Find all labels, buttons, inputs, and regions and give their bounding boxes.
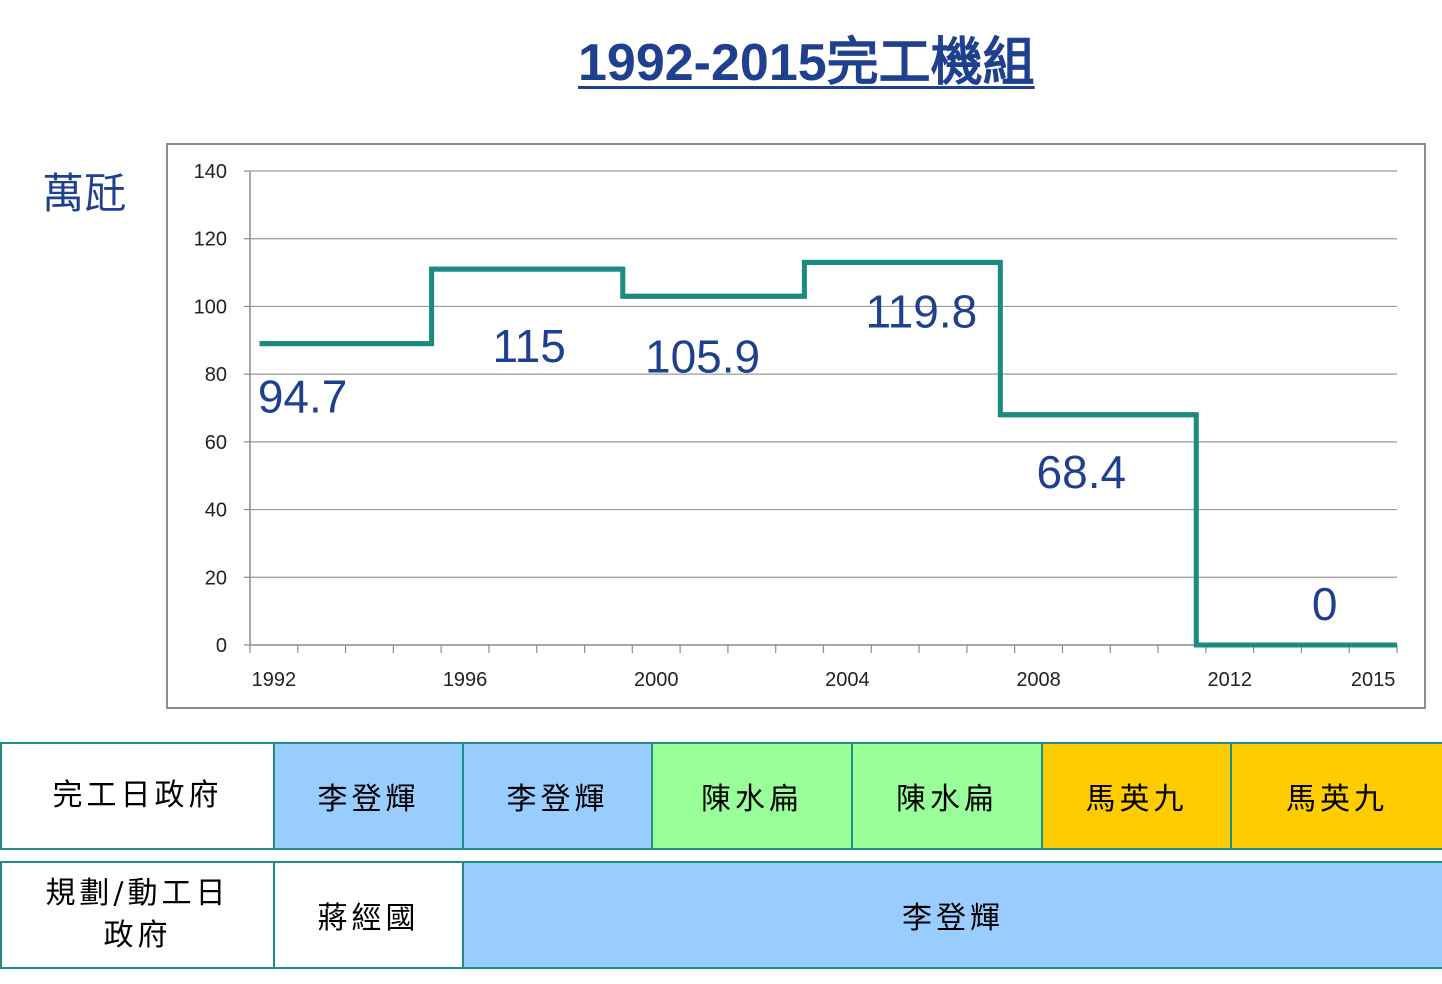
- x-tick-label: 1996: [443, 669, 488, 691]
- y-tick-label: 20: [205, 567, 227, 589]
- x-tick-label: 2008: [1016, 669, 1061, 691]
- planning-government-table: 規劃/動工日 政府 蔣經國 李登輝: [0, 861, 1442, 969]
- government-cell: 馬英九: [1041, 742, 1232, 850]
- y-tick-label: 60: [205, 432, 227, 454]
- data-label: 0: [1312, 578, 1338, 630]
- data-label: 94.7: [258, 371, 348, 423]
- government-cell: 蔣經國: [273, 861, 464, 969]
- government-cell: 陳水扁: [851, 742, 1043, 850]
- row-label-line-1: 規劃/動工日: [45, 876, 230, 911]
- row-label-planning-government: 規劃/動工日 政府: [0, 861, 275, 969]
- government-cell: 李登輝: [273, 742, 464, 850]
- government-cell: 馬英九: [1230, 742, 1442, 850]
- x-tick-label: 1992: [252, 669, 297, 691]
- y-axis-unit-label: 萬瓩: [42, 169, 127, 218]
- y-tick-label: 80: [205, 364, 227, 386]
- page-title: 1992-2015完工機組: [578, 34, 1035, 92]
- step-chart: 0 20 40 60 80 100 120 140 1992 1996 2000 2004 2008 20…: [194, 161, 1398, 691]
- government-cell: 李登輝: [462, 861, 1442, 969]
- data-label: 105.9: [645, 330, 760, 382]
- government-cell: 李登輝: [462, 742, 653, 850]
- x-tick-label: 2012: [1207, 669, 1252, 691]
- x-tick-label: 2015: [1351, 669, 1396, 691]
- completion-government-row: 完工日政府 李登輝 李登輝 陳水扁 陳水扁 馬英九 馬英九: [0, 742, 1442, 850]
- y-tick-label: 0: [216, 635, 227, 657]
- planning-government-row: 規劃/動工日 政府 蔣經國 李登輝: [0, 861, 1442, 969]
- chart-frame: [166, 143, 1426, 709]
- government-cell: 陳水扁: [651, 742, 853, 850]
- row-label-completion-government: 完工日政府: [0, 742, 275, 850]
- x-tick-label: 2000: [634, 669, 679, 691]
- data-label: 115: [493, 320, 566, 372]
- y-tick-label: 40: [205, 500, 227, 522]
- series-step-line: [259, 259, 1397, 648]
- y-tick-label: 120: [194, 229, 227, 251]
- x-tick-label: 2004: [825, 669, 870, 691]
- row-label-line-2: 政府: [103, 918, 172, 953]
- y-tick-label: 140: [194, 161, 227, 183]
- data-label: 68.4: [1037, 446, 1127, 498]
- y-tick-label: 100: [194, 296, 227, 318]
- completion-government-table: 完工日政府 李登輝 李登輝 陳水扁 陳水扁 馬英九 馬英九: [0, 742, 1442, 850]
- data-label: 119.8: [866, 285, 978, 337]
